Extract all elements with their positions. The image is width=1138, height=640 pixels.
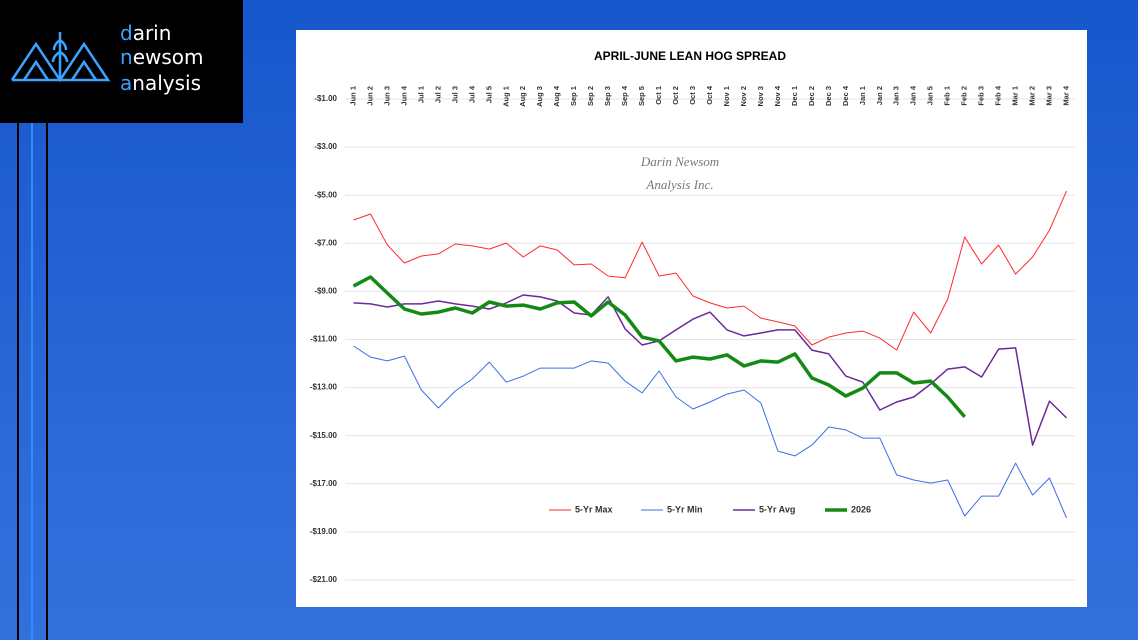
x-tick-label: Sep 5 [637, 86, 646, 106]
watermark: Analysis Inc. [645, 177, 713, 192]
x-tick-label: Jun 1 [348, 86, 357, 106]
logo-icon [10, 32, 111, 83]
x-tick-label: Nov 3 [756, 86, 765, 106]
x-tick-label: Jan 2 [875, 86, 884, 105]
legend-label: 2026 [851, 504, 871, 514]
logo-word: analysis [120, 71, 201, 95]
x-tick-label: Mar 2 [1028, 86, 1037, 106]
legend-label: 5-Yr Avg [759, 504, 795, 514]
y-tick-label: -$5.00 [314, 190, 337, 199]
legend-label: 5-Yr Min [667, 504, 703, 514]
x-tick-label: Jul 4 [467, 85, 476, 103]
x-tick-label: Oct 2 [671, 86, 680, 105]
y-tick-label: -$3.00 [314, 142, 337, 151]
x-tick-label: Sep 1 [569, 86, 578, 106]
chart-title: APRIL-JUNE LEAN HOG SPREAD [594, 49, 786, 63]
x-tick-label: Nov 2 [739, 86, 748, 106]
x-tick-label: Dec 2 [807, 86, 816, 106]
x-tick-label: Aug 4 [552, 85, 561, 107]
x-tick-label: Jun 3 [382, 86, 391, 106]
x-tick-label: Aug 2 [518, 86, 527, 107]
x-tick-label: Dec 4 [841, 85, 850, 106]
decor-line [46, 123, 48, 640]
x-tick-label: Aug 1 [501, 86, 510, 107]
y-tick-label: -$21.00 [310, 575, 338, 584]
legend-label: 5-Yr Max [575, 504, 613, 514]
x-tick-label: Aug 3 [535, 86, 544, 107]
x-tick-label: Mar 1 [1011, 86, 1020, 106]
chart-panel [296, 30, 1087, 607]
x-tick-label: Mar 3 [1045, 86, 1054, 106]
x-tick-label: Jan 1 [858, 86, 867, 105]
x-tick-label: Feb 1 [943, 86, 952, 106]
x-tick-label: Jul 3 [450, 86, 459, 103]
series-line [353, 294, 1068, 446]
x-tick-label: Feb 4 [994, 85, 1003, 105]
series-line [352, 275, 967, 419]
x-tick-label: Nov 4 [773, 85, 782, 106]
x-tick-label: Feb 2 [960, 86, 969, 106]
decor-line [31, 123, 33, 640]
y-tick-label: -$1.00 [314, 94, 337, 103]
y-tick-label: -$11.00 [310, 335, 337, 344]
x-tick-label: Oct 3 [688, 86, 697, 105]
x-tick-label: Jan 5 [926, 86, 935, 105]
x-tick-label: Jun 2 [365, 86, 374, 106]
x-tick-label: Oct 1 [654, 86, 663, 105]
x-tick-label: Jul 1 [416, 86, 425, 103]
y-tick-label: -$13.00 [310, 383, 338, 392]
x-tick-label: Sep 4 [620, 85, 629, 106]
x-tick-label: Nov 1 [722, 86, 731, 106]
series-line [353, 345, 1067, 519]
logo: darin newsom analysis [0, 0, 243, 123]
decor-line [17, 123, 19, 640]
x-tick-label: Jan 4 [909, 85, 918, 105]
logo-word: newsom [120, 45, 204, 69]
x-tick-label: Oct 4 [705, 85, 714, 105]
x-tick-label: Jun 4 [399, 85, 408, 105]
logo-word: darin [120, 21, 172, 45]
x-tick-label: Feb 3 [977, 86, 986, 106]
y-tick-label: -$9.00 [314, 287, 337, 296]
x-tick-label: Jul 5 [484, 86, 493, 103]
y-tick-label: -$7.00 [314, 238, 337, 247]
x-tick-label: Jan 3 [892, 86, 901, 105]
y-tick-label: -$19.00 [310, 527, 338, 536]
x-tick-label: Jul 2 [433, 86, 442, 103]
x-tick-label: Dec 1 [790, 86, 799, 106]
x-tick-label: Sep 3 [603, 86, 612, 106]
y-tick-label: -$17.00 [310, 479, 338, 488]
series-line [353, 190, 1067, 351]
watermark: Darin Newsom [640, 154, 719, 169]
x-tick-label: Mar 4 [1061, 85, 1070, 105]
x-tick-label: Dec 3 [824, 86, 833, 106]
y-tick-label: -$15.00 [310, 431, 338, 440]
x-tick-label: Sep 2 [586, 86, 595, 106]
